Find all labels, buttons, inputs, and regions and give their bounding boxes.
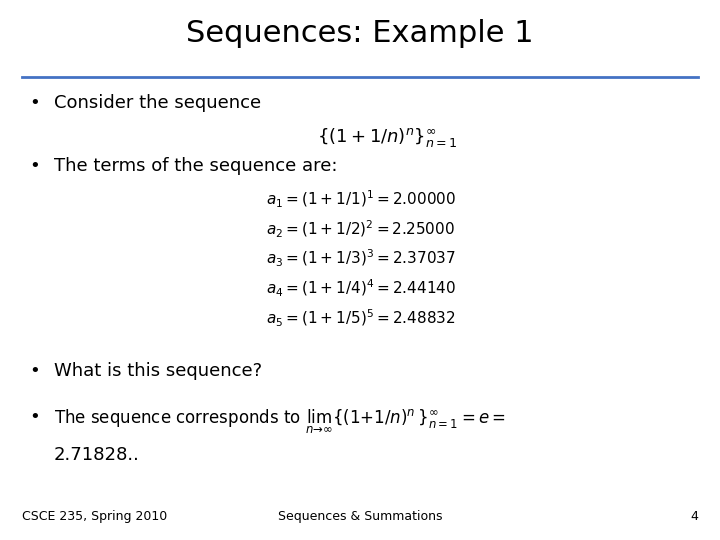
Text: $a_1 = (1 + 1/1)^1 = 2.00000$: $a_1 = (1 + 1/1)^1 = 2.00000$	[266, 189, 456, 210]
Text: Consider the sequence: Consider the sequence	[54, 94, 261, 112]
Text: •: •	[29, 408, 40, 426]
Text: $a_2 = (1 + 1/2)^2 = 2.25000$: $a_2 = (1 + 1/2)^2 = 2.25000$	[266, 219, 455, 240]
Text: Sequences & Summations: Sequences & Summations	[278, 510, 442, 523]
Text: $a_5 = (1 + 1/5)^5 = 2.48832$: $a_5 = (1 + 1/5)^5 = 2.48832$	[266, 308, 456, 329]
Text: The terms of the sequence are:: The terms of the sequence are:	[54, 157, 338, 174]
Text: CSCE 235, Spring 2010: CSCE 235, Spring 2010	[22, 510, 167, 523]
Text: 2.71828..: 2.71828..	[54, 446, 140, 463]
Text: •: •	[29, 94, 40, 112]
Text: $a_3 = (1 + 1/3)^3 = 2.37037$: $a_3 = (1 + 1/3)^3 = 2.37037$	[266, 248, 456, 269]
Text: The sequence corresponds to $\lim_{n\to\infty}\{(1 + 1/n)^n\}_{n=1}^{\infty} = e: The sequence corresponds to $\lim_{n\to\…	[54, 408, 506, 436]
Text: •: •	[29, 362, 40, 380]
Text: 4: 4	[690, 510, 698, 523]
Text: What is this sequence?: What is this sequence?	[54, 362, 262, 380]
Text: Sequences: Example 1: Sequences: Example 1	[186, 19, 534, 48]
Text: $a_4 = (1 + 1/4)^4 = 2.44140$: $a_4 = (1 + 1/4)^4 = 2.44140$	[266, 278, 456, 299]
Text: •: •	[29, 157, 40, 174]
Text: $\{(1 + 1/n)^n\}_{n=1}^{\infty}$: $\{(1 + 1/n)^n\}_{n=1}^{\infty}$	[317, 127, 457, 150]
